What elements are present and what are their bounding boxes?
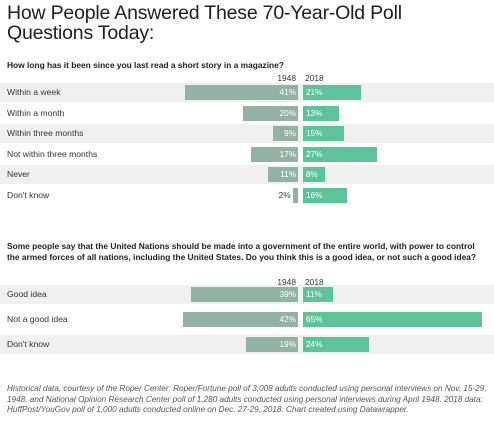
category-label: Good idea: [7, 289, 47, 299]
bar-1948: [190, 287, 298, 302]
category-label: Don't know: [7, 339, 50, 349]
category-label: Within a week: [7, 87, 61, 97]
value-label-1948: 41%: [279, 88, 296, 97]
question-2: Some people say that the United Nations …: [7, 241, 477, 262]
footnote: Historical data, courtesy of the Roper C…: [7, 384, 487, 414]
question-1: How long has it been since you last read…: [7, 60, 284, 70]
bar-1948: [273, 126, 298, 141]
chart-row: Not within three months 17% 27%: [0, 145, 494, 164]
value-label-1948: 17%: [279, 149, 296, 159]
category-label: Within three months: [7, 128, 84, 138]
bar-1948: [185, 85, 298, 100]
chart-row: Never 11% 8%: [0, 165, 494, 184]
value-label-2018: 27%: [306, 149, 323, 159]
value-label-1948: 11%: [280, 170, 296, 179]
category-label: Don't know: [7, 189, 50, 200]
value-label-2018: 21%: [306, 88, 323, 97]
bar-1948: [182, 312, 298, 327]
value-label-1948: 39%: [279, 290, 296, 299]
category-label: Within a month: [7, 107, 65, 118]
bar-2018: [303, 146, 378, 162]
bar-2018: [303, 287, 334, 302]
chart-row: Not a good idea 42% 65%: [0, 310, 494, 329]
bar-1948: [267, 167, 298, 182]
bar-1948: [245, 337, 298, 352]
value-label-2018: 8%: [306, 170, 318, 179]
bar-2018: [303, 167, 325, 182]
value-label-2018: 16%: [306, 190, 323, 200]
bar-2018: [303, 85, 361, 100]
column-header-1948: 1948: [277, 277, 296, 287]
value-label-2018: 13%: [306, 108, 323, 118]
column-header-1948: 1948: [277, 73, 296, 83]
value-label-1948: 9%: [284, 129, 296, 138]
bar-2018: [303, 312, 482, 327]
chart-row: Within a month 20% 13%: [0, 104, 494, 123]
column-header-2018: 2018: [305, 277, 324, 287]
chart-row: Good idea 39% 11%: [0, 285, 494, 304]
chart-row: Don't know 19% 24%: [0, 335, 494, 354]
value-label-1948: 2%: [278, 190, 291, 200]
category-label: Not a good idea: [7, 314, 68, 324]
value-label-1948: 20%: [279, 108, 296, 118]
value-label-2018: 15%: [306, 129, 323, 138]
column-header-2018: 2018: [305, 73, 324, 83]
chart-title: How People Answered These 70-Year-Old Po…: [7, 2, 402, 44]
bar-2018: [303, 126, 345, 141]
value-label-2018: 65%: [306, 315, 323, 324]
chart-row: Within three months 9% 15%: [0, 124, 494, 143]
value-label-1948: 42%: [279, 315, 296, 324]
bar-1948: [292, 187, 298, 203]
category-label: Not within three months: [7, 148, 98, 159]
value-label-1948: 19%: [279, 340, 296, 349]
bar-1948: [251, 146, 298, 162]
bar-2018: [303, 337, 369, 352]
chart-row: Within a week 41% 21%: [0, 83, 494, 102]
value-label-2018: 11%: [306, 290, 322, 299]
bar-1948: [243, 105, 298, 121]
chart-row: Don't know 2% 16%: [0, 186, 494, 205]
bar-2018: [303, 187, 347, 203]
bar-2018: [303, 105, 339, 121]
value-label-2018: 24%: [306, 340, 323, 349]
category-label: Never: [7, 169, 30, 179]
